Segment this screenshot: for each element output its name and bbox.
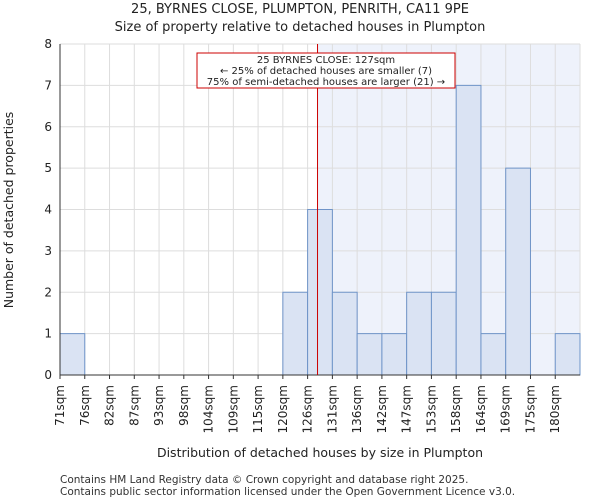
x-tick-label: 93sqm xyxy=(152,385,166,426)
x-tick-label: 158sqm xyxy=(449,385,463,433)
x-tick-label: 153sqm xyxy=(424,385,438,433)
x-axis-label: Distribution of detached houses by size … xyxy=(157,445,483,460)
x-tick-label: 131sqm xyxy=(325,385,339,433)
y-axis-label: Number of detached properties xyxy=(1,112,16,309)
bar xyxy=(59,333,86,376)
x-tick-label: 175sqm xyxy=(523,385,537,433)
annotation-title: 25 BYRNES CLOSE: 127sqm xyxy=(257,55,395,66)
annotation-larger: 75% of semi-detached houses are larger (… xyxy=(207,77,445,88)
annotation-smaller: ← 25% of detached houses are smaller (7) xyxy=(220,66,432,77)
x-tick-label: 180sqm xyxy=(548,385,562,433)
x-tick-label: 71sqm xyxy=(53,385,67,426)
bar xyxy=(430,291,457,376)
y-tick-label: 3 xyxy=(44,244,52,258)
x-tick-label: 164sqm xyxy=(474,385,488,433)
bar xyxy=(282,291,309,376)
y-tick-label: 2 xyxy=(44,285,52,299)
y-tick-label: 4 xyxy=(44,203,52,217)
x-tick-label: 120sqm xyxy=(276,385,290,433)
x-tick-label: 136sqm xyxy=(350,385,364,433)
y-tick-label: 7 xyxy=(44,78,52,92)
x-tick-label: 147sqm xyxy=(400,385,414,433)
x-tick-label: 98sqm xyxy=(177,385,191,426)
x-tick-label: 82sqm xyxy=(103,385,117,426)
bar xyxy=(455,84,482,376)
bar xyxy=(381,333,408,376)
plot-area: 0 1 2 3 4 5 6 7 8 71sqm 76sqm 82sqm 87sqm 93sqm 98sqm 1… xyxy=(44,37,581,433)
bar xyxy=(480,333,507,376)
bar xyxy=(505,167,531,376)
bar xyxy=(307,209,333,376)
bar xyxy=(554,333,581,376)
x-tick-label: 109sqm xyxy=(226,385,240,433)
x-tick-label: 87sqm xyxy=(127,385,141,426)
x-tick-label: 169sqm xyxy=(499,385,513,433)
x-tick-label: 76sqm xyxy=(78,385,92,426)
bar xyxy=(356,333,383,376)
y-tick-label: 1 xyxy=(44,327,52,341)
x-tick-label: 115sqm xyxy=(251,385,265,433)
y-tick-label: 8 xyxy=(44,37,52,51)
x-tick-label: 104sqm xyxy=(202,385,216,433)
chart-title: 25, BYRNES CLOSE, PLUMPTON, PENRITH, CA1… xyxy=(131,2,469,17)
y-tick-label: 6 xyxy=(44,120,52,134)
x-tick-label: 126sqm xyxy=(301,385,315,433)
footer-line-1: Contains HM Land Registry data © Crown c… xyxy=(60,474,468,486)
annotation-box xyxy=(196,52,456,89)
x-tick-label: 142sqm xyxy=(375,385,389,433)
chart-subtitle: Size of property relative to detached ho… xyxy=(115,20,486,35)
bar xyxy=(406,291,432,376)
y-tick-label: 5 xyxy=(44,161,52,175)
y-tick-label: 0 xyxy=(44,368,52,382)
footer-line-2: Contains public sector information licen… xyxy=(60,486,515,498)
bar xyxy=(331,291,358,376)
